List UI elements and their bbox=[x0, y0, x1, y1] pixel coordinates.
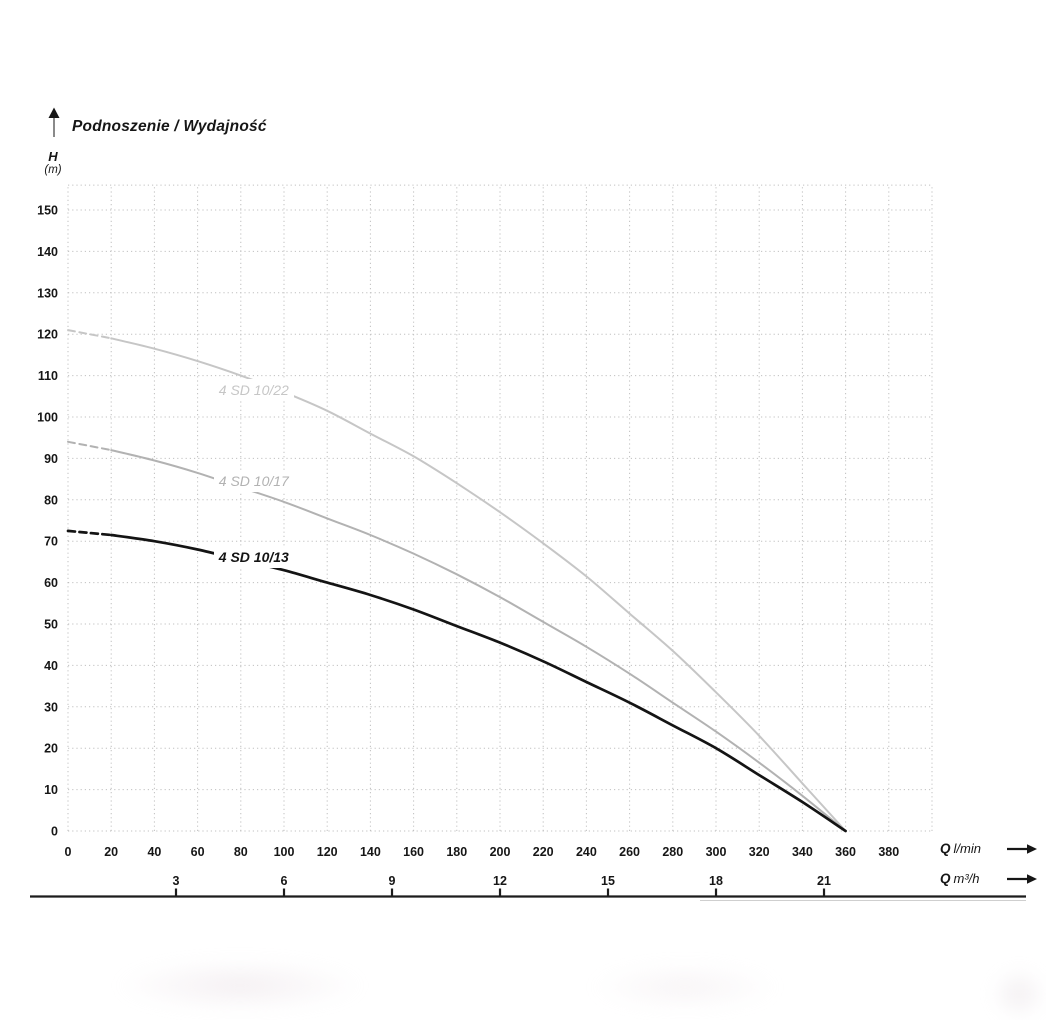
svg-text:100: 100 bbox=[274, 845, 295, 859]
svg-text:180: 180 bbox=[446, 845, 467, 859]
svg-text:300: 300 bbox=[706, 845, 727, 859]
svg-text:70: 70 bbox=[44, 535, 58, 549]
svg-text:30: 30 bbox=[44, 700, 58, 714]
svg-text:0: 0 bbox=[51, 825, 58, 839]
svg-text:320: 320 bbox=[749, 845, 770, 859]
svg-text:160: 160 bbox=[403, 845, 424, 859]
svg-text:20: 20 bbox=[104, 845, 118, 859]
svg-text:90: 90 bbox=[44, 452, 58, 466]
svg-text:360: 360 bbox=[835, 845, 856, 859]
x-axis-primary-symbol: Q bbox=[940, 841, 951, 856]
svg-text:40: 40 bbox=[147, 845, 161, 859]
x-axis-primary-tick-labels: 0 20 40 60 80 100 120 140 160 180 200 220 240 260 280 3… bbox=[65, 845, 900, 859]
svg-text:9: 9 bbox=[389, 874, 396, 888]
grid bbox=[67, 184, 933, 832]
right-arrow-icon bbox=[1007, 874, 1037, 884]
chart-title: Podnoszenie / Wydajność bbox=[72, 118, 267, 135]
svg-text:260: 260 bbox=[619, 845, 640, 859]
right-arrow-icon bbox=[1007, 844, 1037, 854]
svg-text:340: 340 bbox=[792, 845, 813, 859]
svg-text:15: 15 bbox=[601, 874, 615, 888]
svg-text:6: 6 bbox=[281, 874, 288, 888]
y-axis-symbol: H bbox=[48, 149, 58, 164]
up-arrow-icon bbox=[48, 107, 60, 137]
svg-text:18: 18 bbox=[709, 874, 723, 888]
svg-text:280: 280 bbox=[662, 845, 683, 859]
svg-text:60: 60 bbox=[44, 576, 58, 590]
curve-4-sd-10-17 bbox=[67, 440, 847, 832]
svg-text:380: 380 bbox=[878, 845, 899, 859]
svg-text:110: 110 bbox=[38, 369, 58, 383]
svg-text:240: 240 bbox=[576, 845, 597, 859]
x-axis-secondary-unit: m³/h bbox=[953, 871, 980, 886]
svg-text:3: 3 bbox=[173, 874, 180, 888]
x-axis-secondary: 3 6 9 12 15 18 21 bbox=[30, 874, 1026, 901]
svg-text:12: 12 bbox=[493, 874, 507, 888]
svg-text:150: 150 bbox=[37, 204, 58, 218]
svg-text:50: 50 bbox=[44, 618, 58, 632]
svg-text:21: 21 bbox=[817, 874, 831, 888]
svg-text:140: 140 bbox=[37, 245, 58, 259]
curve-4-sd-10-13 bbox=[66, 529, 847, 833]
svg-text:130: 130 bbox=[37, 286, 58, 300]
y-axis-unit-label: H (m) bbox=[36, 150, 70, 177]
svg-text:40: 40 bbox=[44, 659, 58, 673]
x-axis-secondary-symbol: Q bbox=[940, 871, 951, 886]
svg-text:120: 120 bbox=[37, 328, 58, 342]
svg-text:60: 60 bbox=[191, 845, 205, 859]
curve-label: 4 SD 10/17 bbox=[213, 469, 294, 492]
svg-text:220: 220 bbox=[533, 845, 554, 859]
svg-text:200: 200 bbox=[490, 845, 511, 859]
svg-text:80: 80 bbox=[234, 845, 248, 859]
svg-text:10: 10 bbox=[44, 783, 58, 797]
y-axis-unit: (m) bbox=[44, 164, 62, 176]
x-axis-primary-unit: l/min bbox=[953, 841, 981, 856]
curve-label: 4 SD 10/22 bbox=[213, 379, 294, 402]
svg-text:100: 100 bbox=[37, 411, 58, 425]
curve-label: 4 SD 10/13 bbox=[213, 545, 294, 568]
svg-text:140: 140 bbox=[360, 845, 381, 859]
svg-text:80: 80 bbox=[44, 493, 58, 507]
svg-text:20: 20 bbox=[44, 742, 58, 756]
y-axis-tick-labels: 0 10 20 30 40 50 60 70 80 90 100 110 120 130 140 150 bbox=[37, 204, 58, 839]
svg-text:120: 120 bbox=[317, 845, 338, 859]
curve-4-sd-10-22 bbox=[67, 329, 847, 832]
svg-text:0: 0 bbox=[65, 845, 72, 859]
